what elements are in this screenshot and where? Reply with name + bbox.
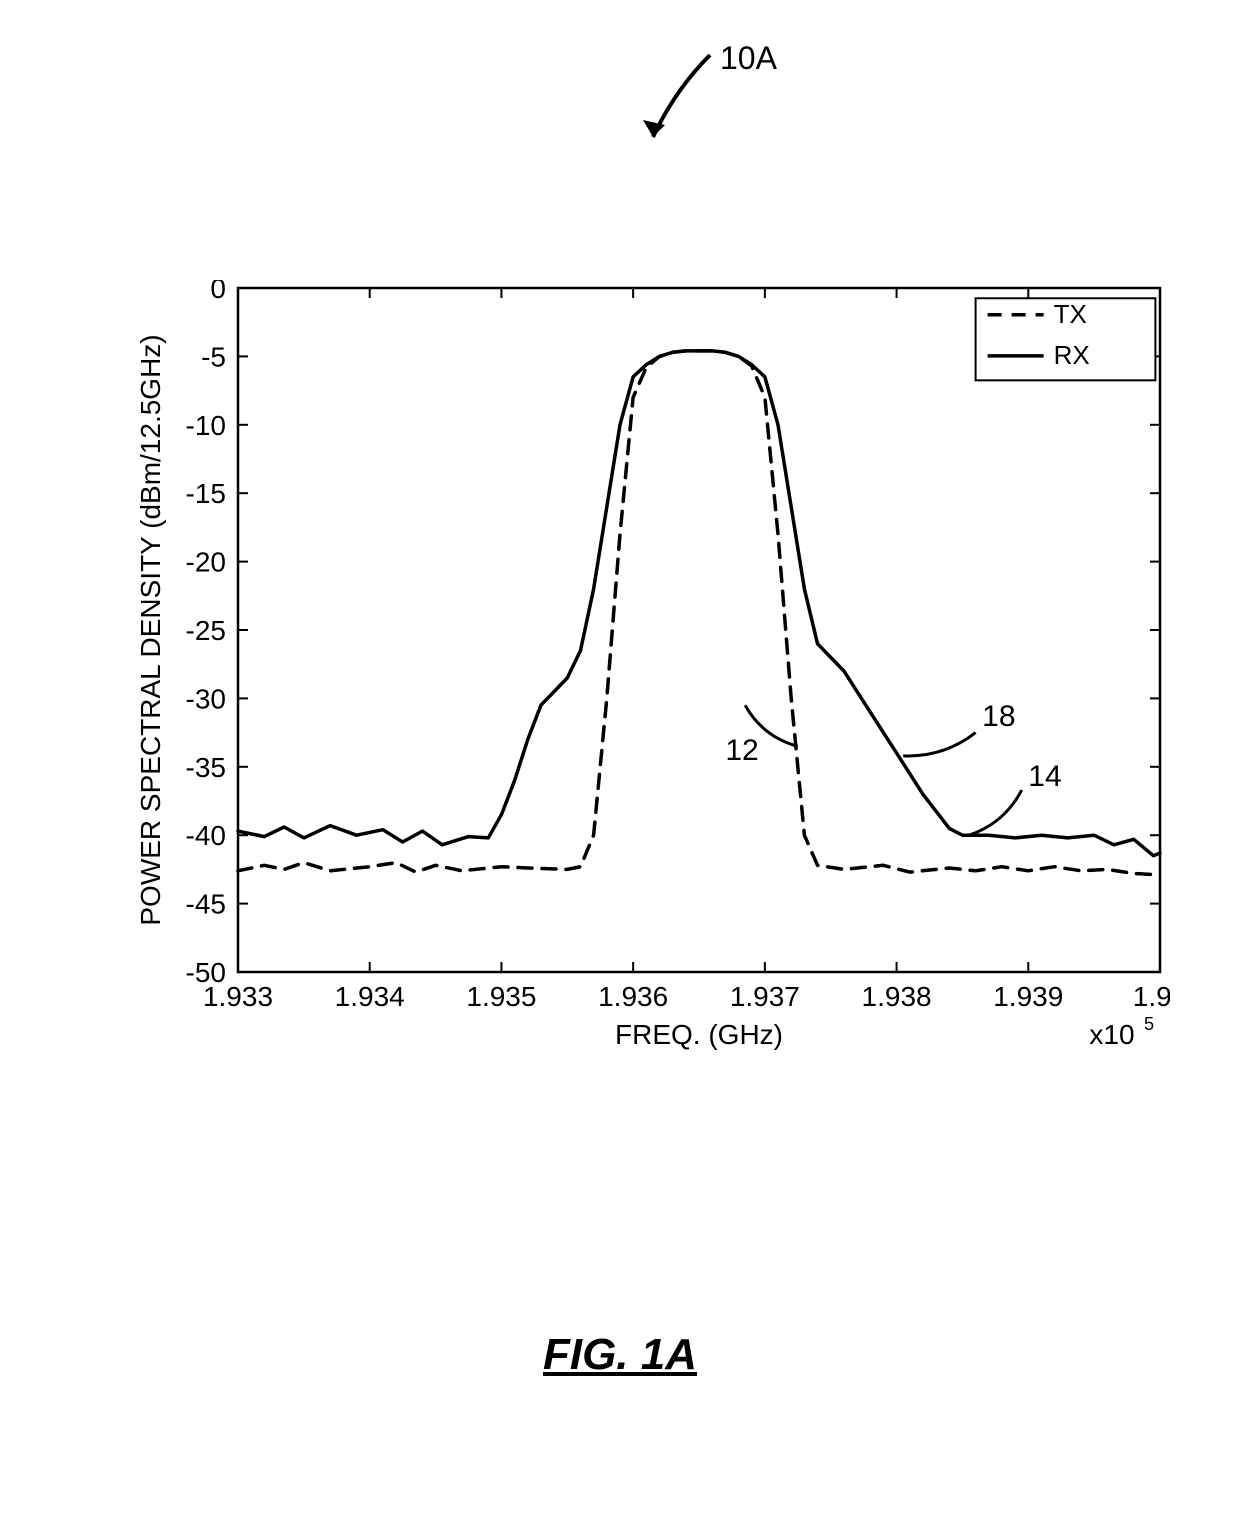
svg-text:-30: -30 [186,683,226,714]
svg-text:-40: -40 [186,820,226,851]
svg-text:18: 18 [982,700,1015,733]
svg-text:5: 5 [1144,1014,1154,1034]
svg-text:RX: RX [1054,340,1090,370]
svg-text:-15: -15 [186,478,226,509]
svg-text:1.935: 1.935 [466,981,536,1012]
svg-text:-20: -20 [186,547,226,578]
svg-text:1.94: 1.94 [1133,981,1170,1012]
svg-text:-45: -45 [186,889,226,920]
svg-text:-50: -50 [186,957,226,988]
svg-text:1.936: 1.936 [598,981,668,1012]
svg-text:1.934: 1.934 [335,981,405,1012]
svg-text:1.937: 1.937 [730,981,800,1012]
chart-svg: 1.9331.9341.9351.9361.9371.9381.9391.940… [130,280,1170,1060]
svg-text:1.939: 1.939 [993,981,1063,1012]
psd-chart: 1.9331.9341.9351.9361.9371.9381.9391.940… [130,280,1170,1060]
svg-text:1.938: 1.938 [862,981,932,1012]
svg-text:TX: TX [1054,299,1087,329]
page: 10A 1.9331.9341.9351.9361.9371.9381.9391… [0,0,1240,1540]
svg-text:14: 14 [1028,760,1061,793]
figure-caption: FIG. 1A [0,1330,1240,1380]
svg-text:FREQ. (GHz): FREQ. (GHz) [615,1019,783,1050]
svg-text:-25: -25 [186,615,226,646]
svg-text:-35: -35 [186,752,226,783]
svg-text:12: 12 [725,734,758,767]
svg-text:x10: x10 [1089,1019,1134,1050]
ref-arrow [615,45,735,165]
caption-text: FIG. 1A [543,1330,697,1379]
svg-text:-10: -10 [186,410,226,441]
svg-text:-5: -5 [201,341,226,372]
svg-text:POWER SPECTRAL DENSITY (dBm/12: POWER SPECTRAL DENSITY (dBm/12.5GHz) [135,334,166,925]
svg-text:0: 0 [210,280,226,304]
